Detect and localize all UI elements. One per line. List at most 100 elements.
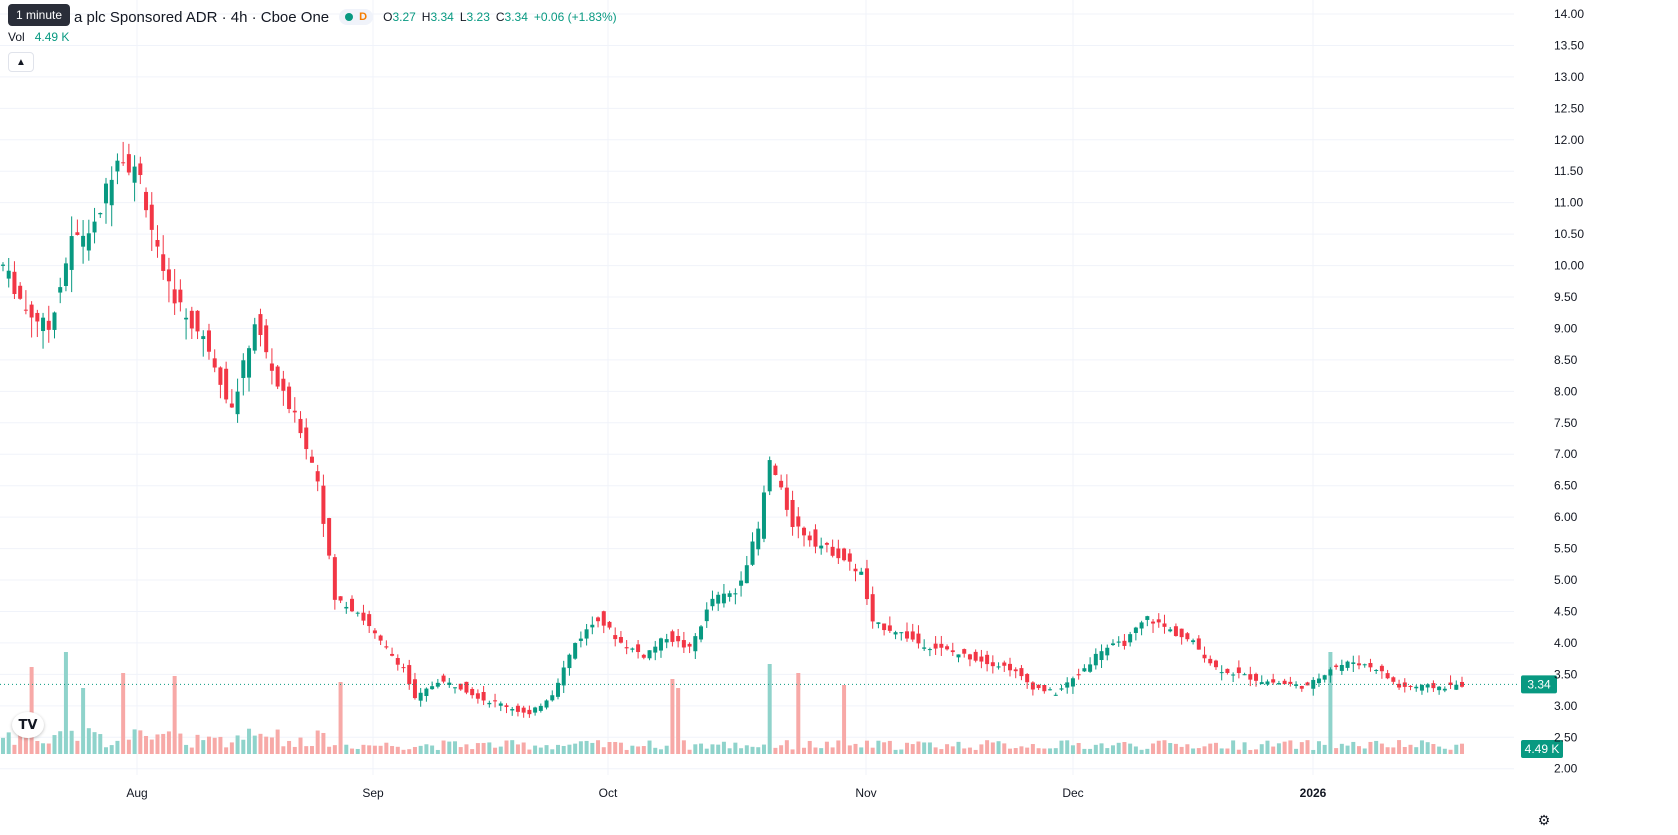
candle-body xyxy=(309,456,314,463)
volume-bar xyxy=(115,740,120,754)
candle-body xyxy=(229,403,234,408)
volume-bar xyxy=(144,735,149,754)
candle-body xyxy=(1099,651,1104,661)
volume-bar xyxy=(1088,748,1093,754)
candle-body xyxy=(515,705,520,712)
collapse-legend-button[interactable]: ▲ xyxy=(8,52,34,72)
candle-body xyxy=(864,568,869,600)
candle-body xyxy=(1294,684,1299,686)
volume-bar xyxy=(1431,744,1436,754)
candle-body xyxy=(86,233,91,251)
candle-body xyxy=(658,638,663,651)
volume-bar xyxy=(361,744,366,754)
candle-body xyxy=(1139,622,1144,629)
candle-body xyxy=(401,667,406,669)
candle-body xyxy=(412,679,417,699)
volume-bar xyxy=(521,742,526,754)
candle-body xyxy=(1242,674,1247,676)
volume-bar xyxy=(779,745,784,754)
candle-body xyxy=(81,235,86,247)
volume-bar xyxy=(1334,748,1339,754)
status-badges[interactable]: D xyxy=(339,9,374,25)
candle-body xyxy=(939,643,944,648)
candle-body xyxy=(418,692,423,701)
volume-bar xyxy=(596,740,601,754)
symbol-title[interactable]: a plc Sponsored ADR · 4h · Cboe One xyxy=(74,8,330,26)
candle-body xyxy=(596,617,601,622)
candle-body xyxy=(453,687,458,689)
volume-bar xyxy=(699,743,704,754)
volume-bar xyxy=(561,745,566,754)
volume-bar xyxy=(504,740,509,754)
volume-bar xyxy=(1007,748,1012,754)
volume-bar xyxy=(327,746,332,754)
volume-bar xyxy=(681,740,686,754)
volume-bar xyxy=(161,733,166,754)
volume-bar xyxy=(1385,747,1390,754)
candle-body xyxy=(521,707,526,713)
candle-body xyxy=(252,324,257,351)
candle-body xyxy=(1414,686,1419,689)
candle-body xyxy=(6,270,11,279)
candle-body xyxy=(950,650,955,653)
volume-bar xyxy=(555,744,560,754)
tradingview-logo-icon[interactable]: TV xyxy=(12,712,44,738)
volume-bar xyxy=(46,743,51,754)
volume-bar xyxy=(515,744,520,754)
volume-bar xyxy=(1374,740,1379,754)
volume-bar xyxy=(430,745,435,754)
price-tick-label: 4.00 xyxy=(1554,636,1578,650)
candle-body xyxy=(985,654,990,665)
volume-bar xyxy=(1276,743,1281,754)
candle-body xyxy=(533,707,538,713)
candle-body xyxy=(493,700,498,702)
volume-bar xyxy=(309,746,314,754)
candle-body xyxy=(990,662,995,667)
volume-bar xyxy=(1437,746,1442,754)
candle-body xyxy=(275,366,280,387)
volume-bar xyxy=(916,741,921,754)
candle-body xyxy=(1259,682,1264,685)
candle-body xyxy=(161,254,166,271)
time-tick-label: 2026 xyxy=(1300,786,1327,800)
candle-body xyxy=(893,632,898,635)
volume-bar xyxy=(824,741,829,754)
candle-body xyxy=(653,646,658,653)
volume-bar xyxy=(1248,749,1253,754)
volume-bar xyxy=(927,742,932,754)
volume-bar xyxy=(1259,744,1264,754)
candle-body xyxy=(1265,681,1270,685)
volume-bar xyxy=(481,742,486,754)
candle-body xyxy=(184,317,189,320)
volume-bar xyxy=(1133,746,1138,754)
candle-body xyxy=(1219,672,1224,674)
volume-bar xyxy=(1076,743,1081,754)
high-value: 3.34 xyxy=(430,10,454,24)
gear-icon[interactable]: ⚙ xyxy=(1537,811,1551,828)
volume-bar xyxy=(201,740,206,754)
volume-bar xyxy=(12,744,17,754)
volume-bar xyxy=(658,749,663,754)
volume-bar xyxy=(1282,741,1287,754)
price-tick-label: 2.00 xyxy=(1554,762,1578,776)
candle-body xyxy=(916,633,921,644)
volume-bar xyxy=(945,744,950,754)
volume-bar xyxy=(212,737,217,754)
volume-bar xyxy=(390,746,395,754)
candle-body xyxy=(470,688,475,696)
volume-bar xyxy=(1254,749,1259,754)
volume-bar xyxy=(618,742,623,754)
volume-bar xyxy=(470,749,475,754)
candle-body xyxy=(481,692,486,701)
candle-body xyxy=(744,565,749,584)
candle-body xyxy=(98,213,103,215)
last-price-tag xyxy=(1521,675,1557,694)
volume-bar xyxy=(636,746,641,754)
candle-body xyxy=(109,179,114,206)
close-value: 3.34 xyxy=(504,10,528,24)
volume-bar xyxy=(126,739,131,754)
volume-bar xyxy=(493,747,498,754)
volume-bar xyxy=(527,749,532,754)
volume-bar xyxy=(132,729,137,754)
